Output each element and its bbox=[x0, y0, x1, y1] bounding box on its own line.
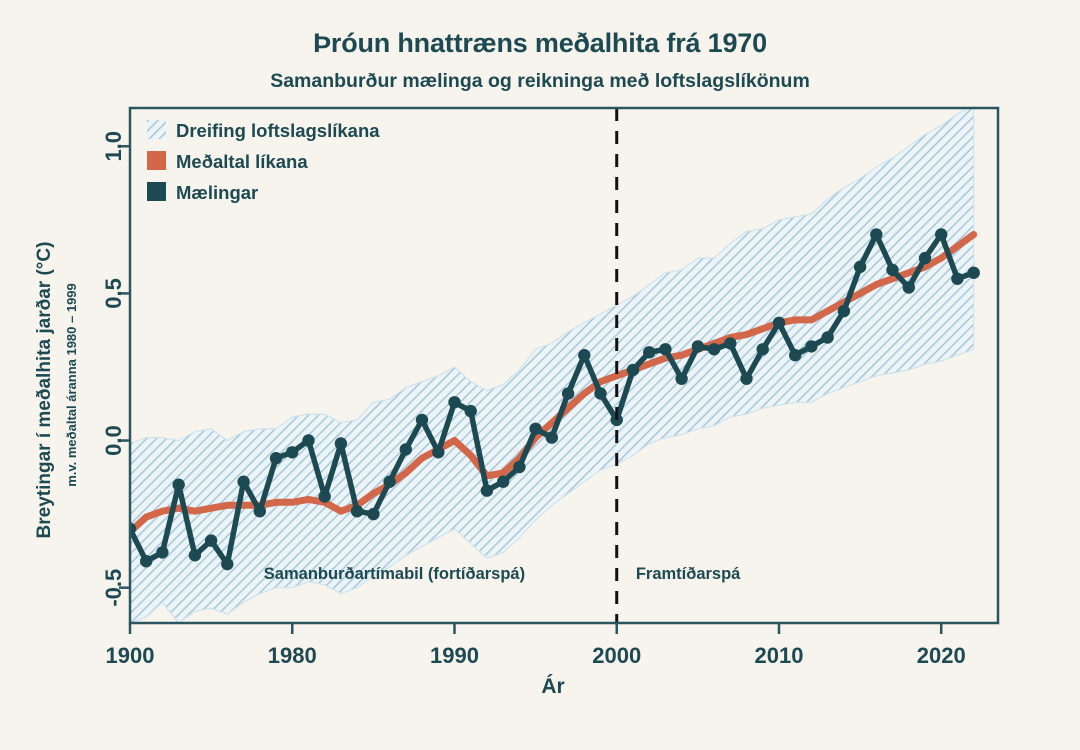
legend-swatch-band bbox=[147, 120, 166, 139]
plot-area: 1900 1980 1990 2000 2010 2020 -0.5 0.0 0.5 1.0 S… bbox=[101, 106, 1000, 668]
in-plot-annotations: Samanburðartímabil (fortíðarspá) Framtíða… bbox=[264, 565, 741, 583]
data-point bbox=[383, 475, 396, 488]
legend-label: Mælingar bbox=[176, 182, 258, 203]
x-tick-label: 1980 bbox=[268, 643, 317, 668]
data-point bbox=[853, 260, 867, 274]
data-point bbox=[529, 422, 542, 435]
data-point bbox=[269, 452, 283, 465]
plot-border bbox=[128, 106, 1000, 625]
model-spread-band bbox=[130, 108, 975, 623]
data-point bbox=[334, 437, 348, 450]
data-point bbox=[188, 549, 202, 562]
data-point bbox=[156, 546, 169, 559]
x-tick-label: 2000 bbox=[592, 643, 641, 668]
model-mean-line bbox=[130, 231, 978, 536]
hindcast-label: Samanburðartímabil (fortíðarspá) bbox=[264, 565, 525, 583]
y-axis-subtitle: m.v. meðaltal áranna 1980 – 1999 bbox=[64, 283, 79, 487]
y-axis-title: Breytingar í meðalhita jarðar (°C) bbox=[34, 242, 55, 539]
legend-label: Dreifing loftslagslíkana bbox=[176, 120, 380, 141]
data-point bbox=[675, 372, 688, 385]
data-point bbox=[870, 228, 883, 241]
x-axis-ticks: 1900 1980 1990 2000 2010 2020 bbox=[106, 623, 966, 668]
legend-swatch-line bbox=[147, 182, 166, 201]
data-point bbox=[253, 505, 266, 518]
data-point bbox=[967, 266, 980, 279]
data-point bbox=[626, 363, 640, 377]
data-point bbox=[237, 475, 250, 488]
data-point bbox=[789, 349, 802, 362]
chart-legend: Dreifing loftslagslíkana Meðaltal líkana M… bbox=[147, 120, 380, 203]
data-point bbox=[545, 431, 558, 444]
data-point bbox=[513, 460, 526, 474]
data-point bbox=[918, 251, 932, 265]
y-tick-label: 1.0 bbox=[101, 131, 126, 162]
y-tick-label: 0.0 bbox=[101, 425, 126, 456]
data-point bbox=[740, 372, 753, 385]
y-tick-label: 0.5 bbox=[101, 278, 126, 309]
data-point bbox=[837, 304, 851, 318]
observations-markers bbox=[130, 228, 980, 571]
data-point bbox=[367, 507, 380, 521]
data-point bbox=[464, 404, 477, 418]
data-point bbox=[756, 343, 769, 356]
forecast-label: Framtíðarspá bbox=[636, 565, 741, 583]
data-point bbox=[399, 443, 412, 456]
legend-swatch-line bbox=[147, 151, 166, 170]
x-tick-label: 2020 bbox=[917, 643, 966, 668]
x-tick-label: 2010 bbox=[754, 643, 803, 668]
data-point bbox=[772, 316, 786, 329]
data-point bbox=[432, 446, 445, 459]
data-point bbox=[951, 272, 964, 285]
legend-label: Meðaltal líkana bbox=[176, 151, 308, 172]
data-point bbox=[497, 475, 510, 488]
data-point bbox=[902, 281, 915, 294]
page-title: Þróun hnattræns meðalhita frá 1970 bbox=[313, 28, 767, 58]
data-point bbox=[724, 337, 737, 350]
data-point bbox=[480, 484, 494, 497]
data-point bbox=[561, 387, 575, 400]
data-point bbox=[302, 434, 315, 447]
data-point bbox=[821, 331, 834, 344]
data-point bbox=[172, 478, 185, 491]
y-tick-label: -0.5 bbox=[101, 569, 126, 607]
data-point bbox=[130, 522, 137, 535]
data-point bbox=[204, 534, 218, 547]
data-point bbox=[594, 387, 607, 400]
data-point bbox=[415, 413, 429, 427]
data-point bbox=[448, 396, 461, 409]
data-point bbox=[286, 446, 299, 459]
data-point bbox=[350, 505, 364, 518]
data-point bbox=[221, 557, 234, 571]
x-tick-label: 1900 bbox=[106, 643, 155, 668]
data-point bbox=[805, 340, 818, 353]
x-tick-label: 1990 bbox=[430, 643, 479, 668]
data-point bbox=[886, 263, 899, 277]
x-axis-title: Ár bbox=[541, 675, 564, 698]
data-point bbox=[578, 349, 591, 362]
data-point bbox=[140, 555, 153, 568]
data-point bbox=[707, 343, 721, 356]
data-point bbox=[659, 343, 672, 356]
data-point bbox=[318, 490, 331, 503]
y-axis-ticks: -0.5 0.0 0.5 1.0 bbox=[101, 131, 130, 607]
data-point bbox=[935, 228, 948, 241]
data-point bbox=[691, 340, 705, 353]
page-subtitle: Samanburður mælinga og reikninga með lof… bbox=[270, 70, 810, 92]
data-point bbox=[643, 346, 656, 359]
